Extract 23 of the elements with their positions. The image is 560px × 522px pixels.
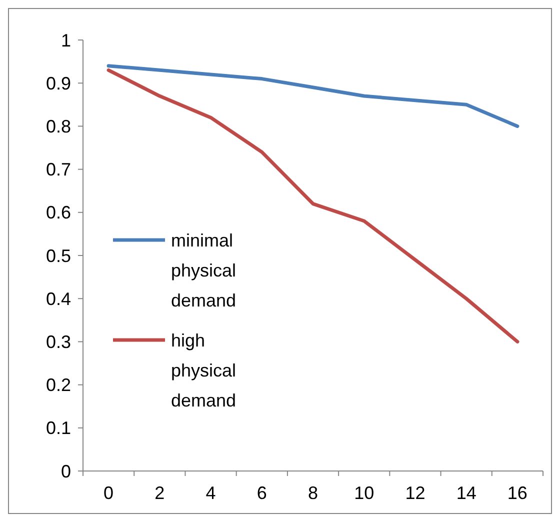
y-tick-label: 0.9 [46, 73, 71, 94]
x-tick-label: 8 [308, 483, 318, 503]
x-tick-label: 12 [405, 483, 426, 503]
y-tick-label: 0 [60, 461, 71, 482]
line-series [106, 64, 520, 128]
x-tick-label: 6 [256, 483, 267, 503]
x-tick-label: 14 [456, 483, 476, 503]
x-tick-label: 2 [154, 483, 165, 503]
y-tick-label: 0.7 [46, 160, 71, 180]
x-tick-label: 10 [354, 483, 374, 503]
y-tick-label: 0.1 [46, 418, 71, 438]
x-tick-label: 0 [104, 483, 114, 503]
y-tick-label: 0.4 [46, 288, 71, 309]
legend-label: minimal physical demand [171, 230, 236, 310]
y-tick-label: 0.6 [46, 202, 71, 223]
y-tick-label: 1 [60, 30, 71, 50]
y-tick-label: 0.3 [46, 332, 71, 352]
legend-label: high physical demand [171, 330, 236, 410]
y-tick-label: 0.2 [46, 375, 71, 396]
x-tick-label: 4 [206, 483, 216, 503]
y-tick-label: 0.5 [46, 246, 71, 266]
x-tick-label: 16 [507, 483, 528, 503]
y-tick-label: 0.8 [46, 116, 71, 136]
